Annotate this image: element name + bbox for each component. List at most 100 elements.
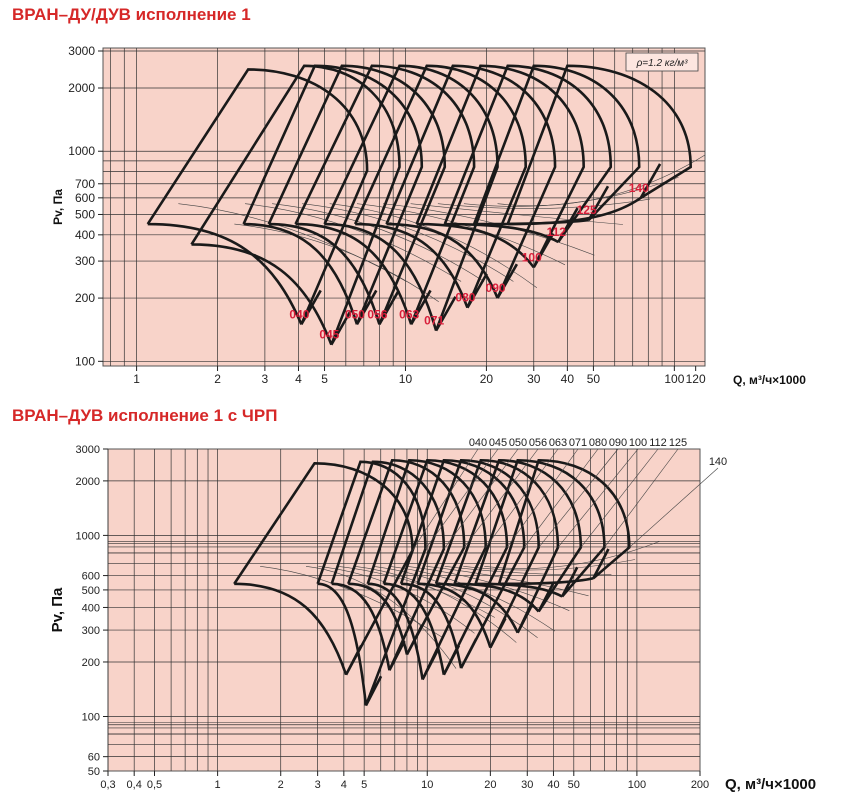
- series-leader-140: [629, 467, 719, 548]
- series-label-125: 125: [669, 437, 687, 449]
- series-label-056: 056: [367, 307, 387, 321]
- series-leader-050: [443, 448, 519, 550]
- series-label-125: 125: [577, 203, 597, 217]
- fan-curve-063: [294, 64, 476, 325]
- series-label-080: 080: [589, 437, 607, 449]
- x-tick-label: 4: [295, 372, 302, 386]
- density-note-box: [625, 52, 699, 72]
- y-axis-title: Pv, Па: [49, 587, 66, 632]
- system-line: [444, 566, 612, 576]
- x-tick-label: 0,4: [127, 779, 142, 791]
- system-line: [410, 203, 624, 225]
- y-tick-label: 400: [75, 228, 95, 242]
- y-tick-label: 1000: [68, 144, 95, 158]
- series-label-071: 071: [569, 437, 587, 449]
- x-tick-label: 1: [215, 779, 221, 791]
- series-label-100: 100: [629, 437, 647, 449]
- system-line: [437, 198, 651, 209]
- y-tick-label: 200: [75, 291, 95, 305]
- x-tick-label: 2: [214, 372, 221, 386]
- x-tick-label: 120: [686, 372, 706, 386]
- series-label-040: 040: [469, 437, 487, 449]
- series-label-090: 090: [486, 281, 506, 295]
- series-label-045: 045: [489, 437, 507, 449]
- system-line: [178, 203, 407, 282]
- series-leader-125: [604, 448, 679, 548]
- x-axis-title: Q, м³/ч×1000: [733, 373, 806, 387]
- series-label-140: 140: [709, 456, 727, 468]
- x-tick-label: 20: [484, 779, 496, 791]
- system-line: [389, 566, 555, 632]
- series-label-080: 080: [455, 291, 475, 305]
- series-leader-112: [580, 448, 659, 548]
- x-tick-label: 10: [421, 779, 433, 791]
- x-tick-label: 40: [561, 372, 575, 386]
- x-tick-label: 100: [664, 372, 684, 386]
- system-line: [272, 203, 485, 282]
- series-label-050: 050: [509, 437, 527, 449]
- series-leader-045: [425, 448, 499, 550]
- y-tick-label: 700: [75, 177, 95, 191]
- x-tick-label: 5: [361, 779, 367, 791]
- y-tick-label: 200: [82, 657, 100, 669]
- x-tick-label: 0,3: [100, 779, 115, 791]
- series-label-056: 056: [529, 437, 547, 449]
- x-tick-label: 0,5: [147, 779, 162, 791]
- y-tick-label: 1000: [76, 530, 100, 542]
- x-tick-label: 2: [278, 779, 284, 791]
- y-axis-title: Pv, Па: [51, 189, 65, 225]
- chart-1-title: ВРАН–ДУ/ДУВ исполнение 1: [12, 5, 251, 24]
- system-line: [382, 203, 595, 256]
- x-tick-label: 3: [262, 372, 269, 386]
- x-tick-label: 100: [628, 779, 646, 791]
- series-leader-071: [506, 448, 579, 548]
- system-line: [354, 566, 517, 643]
- x-axis-title: Q, м³/ч×1000: [725, 776, 816, 793]
- chart-2-title: ВРАН–ДУВ исполнение 1 с ЧРП: [12, 406, 278, 425]
- x-tick-label: 10: [399, 372, 413, 386]
- y-tick-label: 3000: [76, 444, 100, 456]
- series-label-050: 050: [345, 307, 365, 321]
- x-tick-label: 30: [527, 372, 541, 386]
- x-tick-label: 3: [315, 779, 321, 791]
- y-tick-label: 400: [82, 602, 100, 614]
- system-line: [305, 566, 457, 669]
- x-tick-label: 200: [691, 779, 709, 791]
- y-tick-label: 300: [75, 254, 95, 268]
- x-tick-label: 50: [568, 779, 580, 791]
- fan-curve-040: [146, 68, 369, 325]
- fan-curve-112: [443, 64, 613, 244]
- y-tick-label: 500: [75, 207, 95, 221]
- y-tick-label: 50: [88, 766, 100, 778]
- series-label-063: 063: [549, 437, 567, 449]
- y-tick-label: 600: [75, 191, 95, 205]
- y-tick-label: 60: [88, 752, 100, 764]
- density-note: ρ=1.2 кг/м³: [636, 58, 689, 69]
- y-tick-label: 600: [82, 571, 100, 583]
- y-tick-label: 100: [75, 354, 95, 368]
- series-label-090: 090: [609, 437, 627, 449]
- series-leader-090: [538, 448, 619, 548]
- x-tick-label: 30: [521, 779, 533, 791]
- x-tick-label: 20: [480, 372, 494, 386]
- series-label-112: 112: [547, 225, 567, 239]
- series-label-140: 140: [629, 181, 649, 195]
- series-leader-040: [412, 448, 479, 551]
- system-line: [426, 566, 589, 597]
- series-leader-056: [463, 448, 539, 548]
- fan-curve-090: [385, 64, 557, 299]
- x-tick-label: 1: [133, 372, 140, 386]
- fan-curve-056: [267, 64, 447, 325]
- series-label-100: 100: [522, 250, 542, 264]
- system-line: [372, 566, 538, 639]
- x-tick-label: 40: [547, 779, 559, 791]
- fan-curve-050: [242, 64, 424, 325]
- y-tick-label: 300: [82, 625, 100, 637]
- fan-curve-140: [506, 64, 692, 226]
- series-leader-100: [557, 448, 639, 548]
- y-tick-label: 100: [82, 711, 100, 723]
- series-leader-080: [523, 448, 599, 548]
- series-label-040: 040: [289, 307, 309, 321]
